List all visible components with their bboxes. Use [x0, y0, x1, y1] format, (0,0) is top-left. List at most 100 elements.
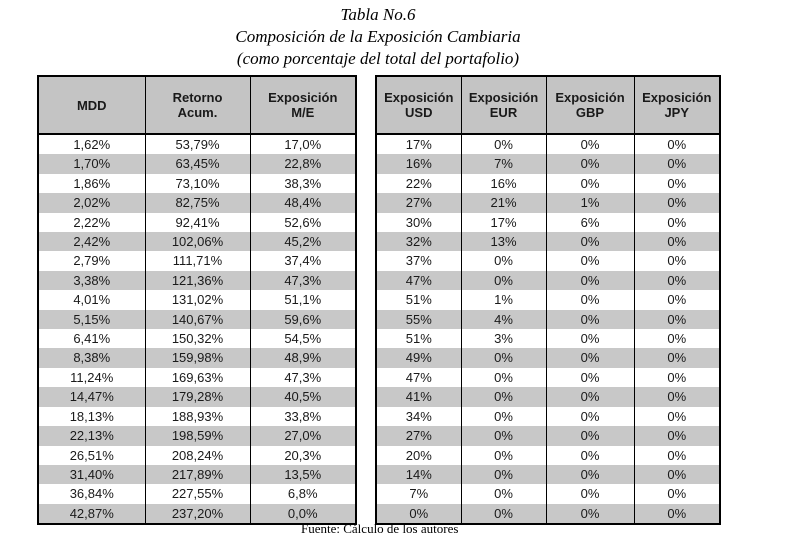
source-note: Fuente: Cálculo de los autores	[301, 521, 459, 536]
table-cell: 0%	[460, 387, 547, 407]
table-cell: 0%	[633, 173, 721, 194]
table-row: 17% 0% 0% 0%	[375, 134, 721, 155]
table-cell: 34%	[375, 406, 462, 427]
table-row: 22% 16% 0% 0%	[375, 173, 721, 194]
table-cell: 0%	[460, 426, 547, 446]
table-cell: 1%	[545, 193, 635, 213]
table-cell: 5,15%	[37, 309, 146, 330]
column-header-exposicion-usd: Exposición USD	[375, 76, 462, 135]
table-cell: 0%	[633, 193, 721, 213]
table-cell: 140,67%	[144, 309, 251, 330]
table-cell: 37%	[375, 251, 462, 271]
table-row: 55% 4% 0% 0%	[375, 309, 721, 330]
table-cell: 0%	[633, 445, 721, 465]
table-cell: 48,9%	[249, 348, 357, 368]
table-cell: 0%	[545, 406, 635, 427]
table-cell: 150,32%	[144, 329, 251, 349]
table-row: 16% 7% 0% 0%	[375, 154, 721, 174]
table-cell: 0%	[460, 270, 547, 291]
table-cell: 198,59%	[144, 426, 251, 446]
table-cell: 131,02%	[144, 290, 251, 310]
table-cell: 7%	[460, 154, 547, 174]
table-row: 47% 0% 0% 0%	[375, 270, 721, 291]
column-header-mdd: MDD	[37, 76, 146, 135]
table-row: 2,79% 111,71% 37,4%	[37, 251, 357, 271]
table-row: 11,24% 169,63% 47,3%	[37, 367, 357, 388]
table-cell: 0%	[545, 367, 635, 388]
table-cell: 73,10%	[144, 173, 251, 194]
table-cell: 31,40%	[37, 464, 146, 485]
table-cell: 6%	[545, 212, 635, 233]
column-header-exposicion-me: Exposición M/E	[249, 76, 357, 135]
table-cell: 0%	[460, 406, 547, 427]
table-cell: 0%	[633, 464, 721, 485]
table-cell: 0%	[460, 445, 547, 465]
table-cell: 17%	[460, 212, 547, 233]
table-cell: 2,79%	[37, 251, 146, 271]
table-cell: 0%	[633, 232, 721, 252]
table-cell: 2,22%	[37, 212, 146, 233]
table-cell: 0%	[545, 348, 635, 368]
table-cell: 13%	[460, 232, 547, 252]
table-row: 47% 0% 0% 0%	[375, 367, 721, 388]
table-cell: 227,55%	[144, 484, 251, 504]
table-cell: 32%	[375, 232, 462, 252]
table-row: 18,13% 188,93% 33,8%	[37, 406, 357, 427]
table-cell: 0%	[375, 503, 462, 525]
table-row: 26,51% 208,24% 20,3%	[37, 445, 357, 465]
column-header-exposicion-gbp: Exposición GBP	[545, 76, 635, 135]
table-cell: 21%	[460, 193, 547, 213]
table-row: 1,70% 63,45% 22,8%	[37, 154, 357, 174]
table-cell: 51,1%	[249, 290, 357, 310]
table-cell: 59,6%	[249, 309, 357, 330]
table-cell: 47,3%	[249, 270, 357, 291]
table-cell: 0%	[633, 348, 721, 368]
table-cell: 13,5%	[249, 464, 357, 485]
table-cell: 1,62%	[37, 134, 146, 155]
table-row: 42,87% 237,20% 0,0%	[37, 503, 357, 525]
table-cell: 20%	[375, 445, 462, 465]
table-cell: 3%	[460, 329, 547, 349]
table-title-block: Tabla No.6 Composición de la Exposición …	[37, 4, 719, 70]
table-cell: 42,87%	[37, 503, 146, 525]
table-cell: 0%	[545, 484, 635, 504]
table-row: 1,86% 73,10% 38,3%	[37, 173, 357, 194]
table-cell: 0%	[633, 329, 721, 349]
table-cell: 169,63%	[144, 367, 251, 388]
table-cell: 0%	[460, 348, 547, 368]
table-cell: 0%	[633, 212, 721, 233]
table-cell: 111,71%	[144, 251, 251, 271]
table-row: 30% 17% 6% 0%	[375, 212, 721, 233]
table-cell: 159,98%	[144, 348, 251, 368]
table-row: 6,41% 150,32% 54,5%	[37, 329, 357, 349]
table-cell: 0%	[633, 426, 721, 446]
table-row: 34% 0% 0% 0%	[375, 406, 721, 427]
table-cell: 0%	[633, 270, 721, 291]
table-row: 8,38% 159,98% 48,9%	[37, 348, 357, 368]
table-cell: 0%	[460, 367, 547, 388]
column-header-exposicion-jpy: Exposición JPY	[633, 76, 721, 135]
table-cell: 1,70%	[37, 154, 146, 174]
table-cell: 63,45%	[144, 154, 251, 174]
table-cell: 0,0%	[249, 503, 357, 525]
table-row: 2,42% 102,06% 45,2%	[37, 232, 357, 252]
table-cell: 179,28%	[144, 387, 251, 407]
table-cell: 51%	[375, 329, 462, 349]
table-row: 0% 0% 0% 0%	[375, 503, 721, 525]
table-cell: 0%	[460, 464, 547, 485]
table-cell: 0%	[633, 484, 721, 504]
table-cell: 188,93%	[144, 406, 251, 427]
table-cell: 0%	[545, 445, 635, 465]
table-cell: 0%	[633, 251, 721, 271]
table-cell: 0%	[545, 387, 635, 407]
column-header-exposicion-eur: Exposición EUR	[460, 76, 547, 135]
table-cell: 0%	[545, 154, 635, 174]
exposure-summary-table: MDD Retorno Acum. Exposición M/E 1,62% 53…	[37, 75, 357, 526]
table-cell: 36,84%	[37, 484, 146, 504]
table-cell: 0%	[545, 232, 635, 252]
table-cell: 18,13%	[37, 406, 146, 427]
table-cell: 41%	[375, 387, 462, 407]
table-cell: 0%	[545, 251, 635, 271]
table-cell: 33,8%	[249, 406, 357, 427]
table-cell: 17,0%	[249, 134, 357, 155]
